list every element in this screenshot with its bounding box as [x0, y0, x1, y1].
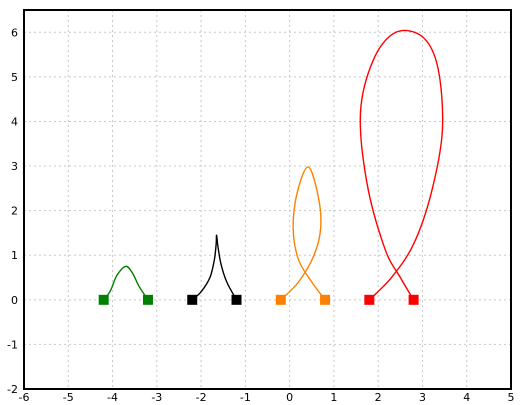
- series-line-0: [103, 265, 149, 301]
- x-tick-labels: -6 -5 -4 -3 -2 -1 0 1 2 3 4 5: [19, 391, 515, 404]
- x-tick-label: 4: [463, 391, 470, 404]
- x-tick-label: -1: [240, 391, 251, 404]
- series-0-endpoint-marker: [98, 294, 109, 305]
- y-tick-label: -1: [7, 338, 18, 351]
- series-line-2: [280, 166, 326, 301]
- x-tick-label: 2: [375, 391, 382, 404]
- y-tick-label: 6: [11, 26, 18, 39]
- x-tick-label: -3: [151, 391, 162, 404]
- y-tick-label: 5: [11, 71, 18, 84]
- x-tick-label: 1: [330, 391, 337, 404]
- y-tick-labels: -2 -1 0 1 2 3 4 5 6: [7, 26, 18, 396]
- series-line-3: [359, 29, 444, 301]
- series-0-endpoint-marker: [142, 294, 153, 305]
- series-2-endpoint-marker: [275, 294, 286, 305]
- series-1-endpoint-marker: [187, 294, 198, 305]
- x-tick-label: 0: [286, 391, 293, 404]
- grid: [23, 10, 512, 390]
- plot-frame: [23, 9, 512, 390]
- y-tick-label: -2: [7, 383, 18, 396]
- y-tick-label: 3: [11, 160, 18, 173]
- y-tick-label: 2: [11, 205, 18, 218]
- series-2-endpoint-marker: [320, 294, 331, 305]
- x-tick-label: -6: [19, 391, 30, 404]
- x-tick-label: -5: [63, 391, 74, 404]
- series-3-endpoint-marker: [364, 294, 375, 305]
- y-tick-label: 4: [11, 115, 18, 128]
- y-tick-label: 0: [11, 294, 18, 307]
- series-line-1: [191, 234, 238, 301]
- series-3-endpoint-marker: [408, 294, 419, 305]
- x-tick-label: -4: [107, 391, 118, 404]
- x-tick-label: 5: [508, 391, 515, 404]
- x-tick-label: -2: [196, 391, 207, 404]
- x-tick-label: 3: [419, 391, 426, 404]
- series-1-endpoint-marker: [231, 294, 242, 305]
- y-tick-label: 1: [11, 249, 18, 262]
- series-layer: [98, 29, 444, 305]
